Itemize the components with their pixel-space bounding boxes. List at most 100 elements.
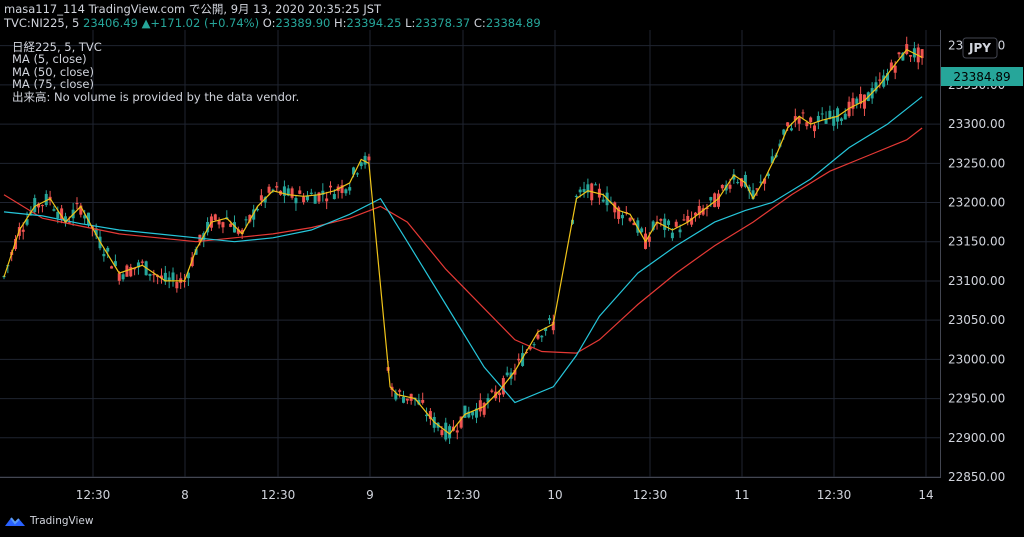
footer[interactable]: TradingView [4, 514, 93, 528]
candle-body [40, 205, 44, 207]
candle-body [459, 416, 463, 428]
candle-body [686, 215, 690, 223]
candle-body [313, 195, 317, 204]
x-tick-label: 12:30 [446, 488, 481, 502]
candle-body [290, 188, 294, 198]
candle-body [521, 353, 525, 366]
ma5-line [3, 48, 923, 435]
candle-body [175, 281, 179, 289]
candle-body [344, 189, 348, 194]
candle-body [797, 117, 801, 124]
candle-body [551, 321, 555, 331]
candle-body [25, 219, 29, 225]
candle-body [14, 239, 18, 250]
candle-body [256, 208, 260, 211]
low-value: 23378.37 [415, 16, 471, 30]
candle-body [701, 208, 705, 215]
candle-body [294, 198, 298, 204]
candle-body [394, 392, 398, 400]
y-tick-label: 23150.00 [948, 235, 1005, 249]
legend-ma50[interactable]: MA (50, close) [12, 64, 94, 79]
candle-body [110, 266, 114, 269]
y-axis-background [941, 30, 1024, 477]
candle-body [194, 249, 198, 255]
legend-ma75[interactable]: MA (75, close) [12, 77, 94, 92]
candle-body [770, 156, 774, 164]
candle-body [651, 221, 655, 230]
last-price-tag-bg [941, 67, 1023, 86]
candle-body [455, 430, 459, 433]
candle-body [809, 117, 813, 123]
candle-body [751, 190, 755, 199]
candle-body [136, 262, 140, 268]
candle-body [759, 181, 763, 183]
candle-body [355, 173, 359, 175]
candle-body [816, 115, 820, 122]
candle-body [221, 222, 225, 228]
low-label: L: [405, 16, 416, 30]
currency-badge[interactable]: JPY [962, 37, 998, 59]
y-tick-label: 22950.00 [948, 392, 1005, 406]
candle-body [782, 129, 786, 135]
candle-body [271, 189, 275, 191]
currency-label: JPY [968, 41, 991, 55]
indicator-legend[interactable]: 日経225, 5, TVC MA (5, close) MA (50, clos… [12, 41, 299, 103]
legend-volume-note: 出来高: No volume is provided by the data v… [12, 89, 300, 104]
candle-body [236, 229, 240, 234]
candle-body [536, 334, 540, 339]
candle-body [248, 214, 252, 222]
candle-body [713, 193, 717, 208]
candle-body [578, 189, 582, 193]
candle-body [740, 178, 744, 187]
candle-body [286, 188, 290, 196]
last-price-tag-text: 23384.89 [953, 70, 1010, 84]
candle-body [163, 272, 167, 282]
candle-body [302, 196, 306, 203]
candle-body [359, 162, 363, 167]
high-label: H: [334, 16, 347, 30]
candle-body [839, 118, 843, 122]
candle-body [106, 247, 110, 252]
moving-averages [3, 48, 923, 435]
candle-body [636, 220, 640, 233]
candle-body [259, 195, 263, 201]
candle-body [367, 156, 371, 161]
candle-body [352, 167, 356, 175]
y-tick-label: 22900.00 [948, 431, 1005, 445]
candle-body [206, 221, 210, 233]
candle-body [786, 122, 790, 127]
candle-body [321, 190, 325, 195]
legend-symbol[interactable]: 日経225, 5, TVC [12, 40, 102, 54]
candle-body [117, 273, 121, 281]
candle-body [267, 186, 271, 193]
y-tick-label: 23250.00 [948, 156, 1005, 170]
candle-body [52, 209, 56, 211]
symbol-label: TVC:NI225, 5 [4, 16, 80, 30]
candle-body [528, 347, 532, 350]
open-label: O: [262, 16, 276, 30]
legend-ma5[interactable]: MA (5, close) [12, 52, 87, 67]
x-tick-label: 8 [181, 488, 189, 502]
candle-body [186, 272, 190, 279]
candle-body [728, 184, 732, 189]
candle-body [486, 398, 490, 403]
x-axis[interactable]: 12:30 8 12:30 9 12:30 10 12:30 11 12:30 14 [76, 488, 934, 502]
y-axis[interactable]: 22850.00 22900.00 22950.00 23000.00 23050.00… [948, 39, 1005, 484]
candle-body [601, 199, 605, 202]
candle-body [340, 185, 344, 193]
candle-body [152, 274, 156, 276]
candle-body [705, 207, 709, 209]
currency-badge-border [962, 37, 998, 59]
candle-body [482, 402, 486, 415]
candle-body [736, 182, 740, 184]
candle-body [33, 198, 37, 213]
candle-body [882, 75, 886, 87]
candle-body [505, 372, 509, 376]
candle-body [620, 214, 624, 219]
x-tick-label: 11 [734, 488, 749, 502]
candle-body [647, 236, 651, 242]
candle-body [83, 215, 87, 219]
candle-body [747, 186, 751, 192]
x-tick-label: 10 [547, 488, 562, 502]
